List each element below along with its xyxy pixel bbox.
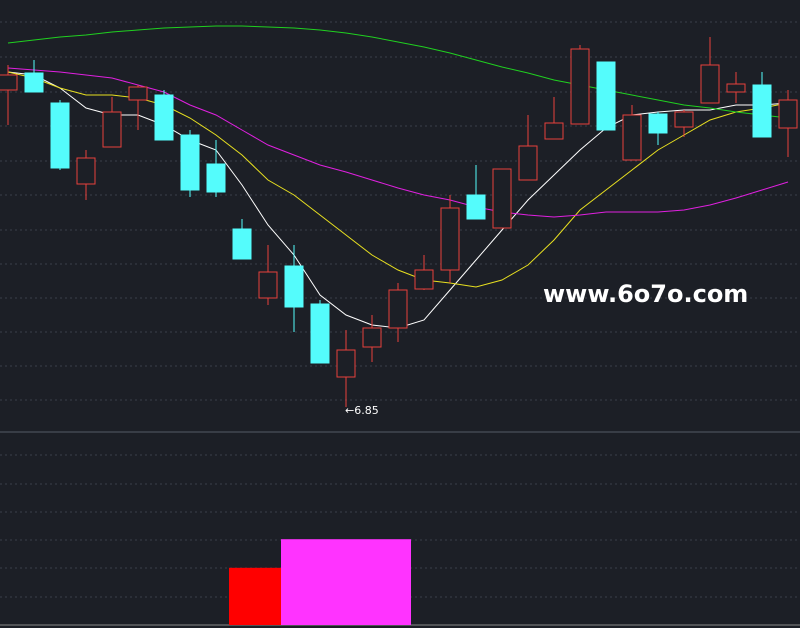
candle-body	[154, 94, 174, 141]
candle-body	[466, 194, 486, 220]
candle-body	[414, 269, 434, 290]
candle-body	[544, 122, 564, 140]
indicator-bar	[359, 539, 385, 625]
candle-body	[50, 102, 70, 169]
candle-body	[206, 163, 226, 193]
moving-average	[7, 25, 789, 119]
candle-body	[570, 48, 590, 125]
candle-body	[284, 265, 304, 308]
candle-body	[232, 228, 252, 260]
candle-body	[752, 84, 772, 138]
candle-body	[128, 86, 148, 101]
indicator-bar	[385, 539, 411, 625]
watermark: www.6o7o.com	[543, 280, 748, 308]
indicator-bar	[333, 539, 359, 625]
indicator-bar	[307, 539, 333, 625]
candle-body	[648, 113, 668, 134]
low-annotation: ←6.85	[345, 404, 379, 417]
candle-body	[622, 114, 642, 161]
indicator-bar	[255, 567, 281, 625]
candle-body	[674, 111, 694, 128]
candle-body	[700, 64, 720, 104]
candle-body	[518, 145, 538, 181]
indicator-bar	[281, 539, 307, 625]
candle-body	[388, 289, 408, 329]
indicator-bar	[229, 567, 255, 625]
candle-body	[102, 111, 122, 148]
candle-body	[180, 134, 200, 191]
candle-body	[258, 271, 278, 299]
candle-body	[596, 61, 616, 131]
candle-body	[310, 303, 330, 364]
candle-body	[440, 207, 460, 271]
candle-body	[492, 168, 512, 229]
candle-body	[0, 74, 18, 91]
candle-body	[362, 327, 382, 348]
candle-body	[76, 157, 96, 185]
candle-body	[726, 83, 746, 93]
candle-body	[778, 99, 798, 129]
candle-body	[24, 72, 44, 93]
candle-body	[336, 349, 356, 378]
